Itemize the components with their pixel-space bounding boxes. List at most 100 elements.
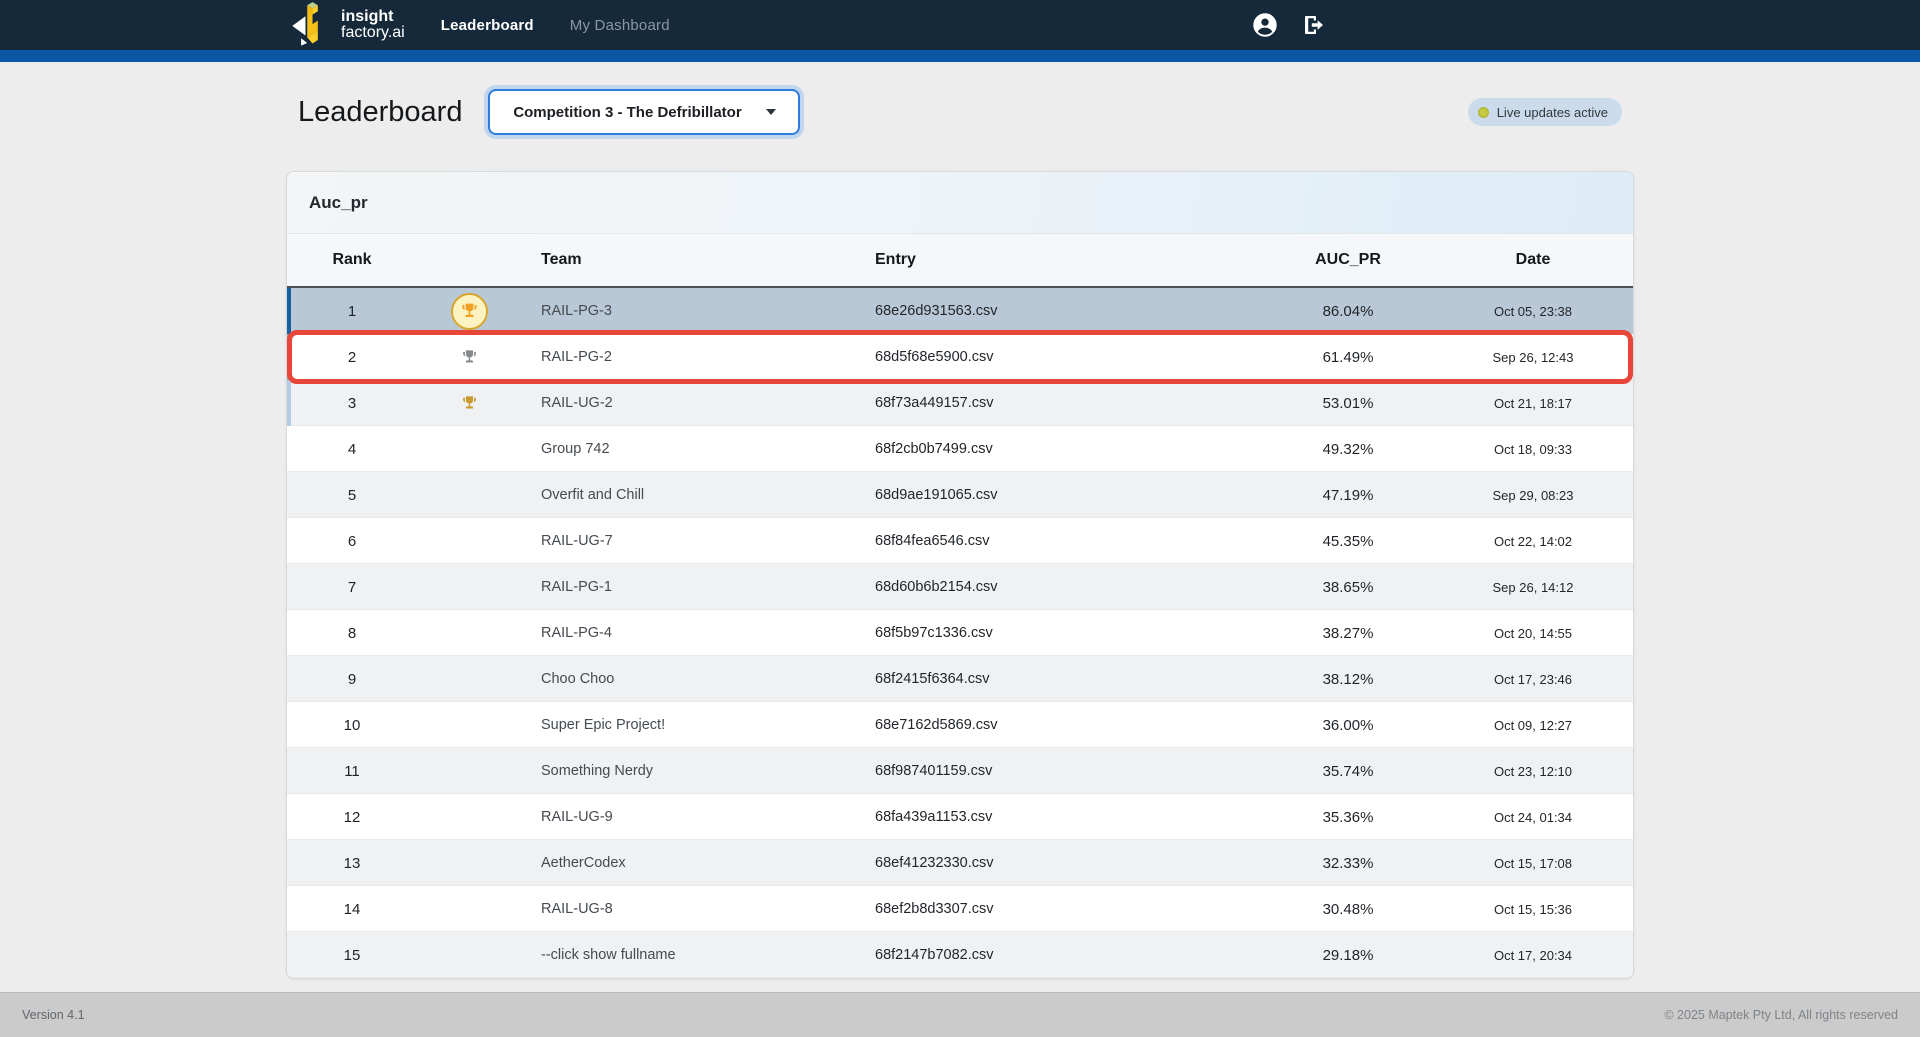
- table-row[interactable]: 1 RAIL-PG-3 68e26d931563.csv 86.04% Oct …: [287, 288, 1633, 334]
- gold-trophy-icon: [450, 292, 488, 330]
- team-cell[interactable]: RAIL-UG-7: [541, 533, 613, 549]
- team-cell[interactable]: Overfit and Chill: [541, 487, 645, 503]
- rank-cell: 11: [344, 762, 360, 780]
- column-header-rank: Rank: [332, 251, 372, 268]
- team-cell[interactable]: Something Nerdy: [541, 763, 654, 779]
- user-account-icon[interactable]: [1252, 12, 1278, 38]
- main-area: Leaderboard Competition 3 - The Defribil…: [0, 62, 1920, 992]
- team-cell[interactable]: RAIL-PG-1: [541, 579, 612, 595]
- table-row[interactable]: 12 RAIL-UG-9 68fa439a1153.csv 35.36% Oct…: [287, 794, 1633, 840]
- team-cell[interactable]: Group 742: [541, 441, 610, 457]
- rank-cell: 8: [347, 624, 357, 642]
- rank-cell: 1: [347, 302, 357, 320]
- table-row[interactable]: 8 RAIL-PG-4 68f5b97c1336.csv 38.27% Oct …: [287, 610, 1633, 656]
- rank-cell: 5: [347, 486, 357, 504]
- rank-cell: 2: [347, 348, 357, 366]
- date-cell: Sep 26, 14:12: [1492, 579, 1574, 595]
- date-cell: Sep 29, 08:23: [1492, 487, 1574, 503]
- auc-pr-cell: 45.35%: [1322, 532, 1374, 550]
- table-body: 1 RAIL-PG-3 68e26d931563.csv 86.04% Oct …: [287, 288, 1633, 978]
- entry-cell: 68f73a449157.csv: [875, 395, 994, 411]
- entry-cell: 68f2cb0b7499.csv: [875, 441, 993, 457]
- auc-pr-cell: 32.33%: [1322, 854, 1374, 872]
- date-cell: Oct 09, 12:27: [1493, 717, 1573, 733]
- entry-cell: 68f5b97c1336.csv: [875, 625, 993, 641]
- auc-pr-cell: 86.04%: [1322, 302, 1374, 320]
- date-cell: Oct 17, 20:34: [1493, 947, 1573, 963]
- team-cell[interactable]: RAIL-PG-3: [541, 303, 612, 319]
- table-row[interactable]: 2 RAIL-PG-2 68d5f68e5900.csv 61.49% Sep …: [287, 330, 1633, 384]
- entry-cell: 68d60b6b2154.csv: [875, 579, 998, 595]
- entry-cell: 68f2415f6364.csv: [875, 671, 990, 687]
- entry-cell: 68e26d931563.csv: [875, 303, 998, 319]
- auc-pr-cell: 38.12%: [1322, 670, 1374, 688]
- auc-pr-cell: 35.74%: [1322, 762, 1374, 780]
- rank-cell: 3: [347, 394, 357, 412]
- table-row[interactable]: 7 RAIL-PG-1 68d60b6b2154.csv 38.65% Sep …: [287, 564, 1633, 610]
- table-row[interactable]: 3 RAIL-UG-2 68f73a449157.csv 53.01% Oct …: [287, 380, 1633, 426]
- table-row[interactable]: 9 Choo Choo 68f2415f6364.csv 38.12% Oct …: [287, 656, 1633, 702]
- rank-cell: 12: [343, 808, 361, 826]
- rank-cell: 14: [343, 900, 361, 918]
- date-cell: Oct 20, 14:55: [1493, 625, 1573, 641]
- logo[interactable]: insight factory.ai: [287, 0, 405, 50]
- rank-cell: 6: [347, 532, 357, 550]
- auc-pr-cell: 61.49%: [1322, 348, 1374, 366]
- table-row[interactable]: 15 --click show fullname 68f2147b7082.cs…: [287, 932, 1633, 978]
- table-row[interactable]: 11 Something Nerdy 68f987401159.csv 35.7…: [287, 748, 1633, 794]
- table-row[interactable]: 5 Overfit and Chill 68d9ae191065.csv 47.…: [287, 472, 1633, 518]
- rank-cell: 13: [343, 854, 361, 872]
- team-cell[interactable]: RAIL-UG-2: [541, 395, 613, 411]
- trophy-cell: [417, 349, 521, 366]
- table-row[interactable]: 13 AetherCodex 68ef41232330.csv 32.33% O…: [287, 840, 1633, 886]
- trophy-cell: [417, 292, 521, 330]
- auc-pr-cell: 47.19%: [1322, 486, 1374, 504]
- auc-pr-cell: 29.18%: [1322, 946, 1374, 964]
- column-header-date: Date: [1515, 251, 1551, 268]
- date-cell: Oct 15, 15:36: [1493, 901, 1573, 917]
- rank-cell: 7: [347, 578, 357, 596]
- auc-pr-cell: 53.01%: [1322, 394, 1374, 412]
- team-cell[interactable]: Super Epic Project!: [541, 717, 666, 733]
- entry-cell: 68fa439a1153.csv: [875, 809, 993, 825]
- team-cell[interactable]: AetherCodex: [541, 855, 626, 871]
- date-cell: Oct 05, 23:38: [1493, 303, 1573, 319]
- auc-pr-cell: 49.32%: [1322, 440, 1374, 458]
- nav-link-my-dashboard[interactable]: My Dashboard: [569, 16, 670, 34]
- competition-select[interactable]: Competition 3 - The Defribillator: [488, 89, 801, 135]
- team-cell[interactable]: RAIL-UG-8: [541, 901, 613, 917]
- table-row[interactable]: 14 RAIL-UG-8 68ef2b8d3307.csv 30.48% Oct…: [287, 886, 1633, 932]
- auc-pr-cell: 35.36%: [1322, 808, 1374, 826]
- team-cell[interactable]: --click show fullname: [541, 947, 676, 963]
- entry-cell: 68f2147b7082.csv: [875, 947, 994, 963]
- nav-link-leaderboard[interactable]: Leaderboard: [440, 16, 534, 34]
- table-row[interactable]: 4 Group 742 68f2cb0b7499.csv 49.32% Oct …: [287, 426, 1633, 472]
- team-cell[interactable]: RAIL-PG-4: [541, 625, 612, 641]
- column-header-entry: Entry: [875, 251, 916, 268]
- metric-card-title: Auc_pr: [287, 172, 1633, 234]
- table-row[interactable]: 10 Super Epic Project! 68e7162d5869.csv …: [287, 702, 1633, 748]
- leaderboard-card: Auc_pr Rank Team Entry AUC_PR Date 1 RAI…: [286, 171, 1634, 979]
- chevron-down-icon: [765, 109, 776, 115]
- rank-cell: 9: [347, 670, 357, 688]
- auc-pr-cell: 36.00%: [1322, 716, 1374, 734]
- table-row[interactable]: 6 RAIL-UG-7 68f84fea6546.csv 45.35% Oct …: [287, 518, 1633, 564]
- live-updates-label: Live updates active: [1496, 104, 1608, 120]
- navbar-actions: [1252, 12, 1326, 38]
- date-cell: Sep 26, 12:43: [1492, 349, 1574, 365]
- column-header-team: Team: [541, 251, 582, 268]
- entry-cell: 68f84fea6546.csv: [875, 533, 990, 549]
- entry-cell: 68d9ae191065.csv: [875, 487, 998, 503]
- column-header-auc-pr: AUC_PR: [1315, 251, 1381, 268]
- entry-cell: 68ef2b8d3307.csv: [875, 901, 994, 917]
- team-cell[interactable]: RAIL-UG-9: [541, 809, 613, 825]
- team-cell[interactable]: RAIL-PG-2: [541, 349, 612, 365]
- logout-icon[interactable]: [1302, 13, 1326, 37]
- team-cell[interactable]: Choo Choo: [541, 671, 615, 687]
- entry-cell: 68e7162d5869.csv: [875, 717, 998, 733]
- silver-trophy-icon: [461, 349, 478, 366]
- entry-cell: 68d5f68e5900.csv: [875, 349, 994, 365]
- entry-cell: 68f987401159.csv: [875, 763, 993, 779]
- date-cell: Oct 24, 01:34: [1493, 809, 1573, 825]
- accent-bar: [0, 50, 1920, 62]
